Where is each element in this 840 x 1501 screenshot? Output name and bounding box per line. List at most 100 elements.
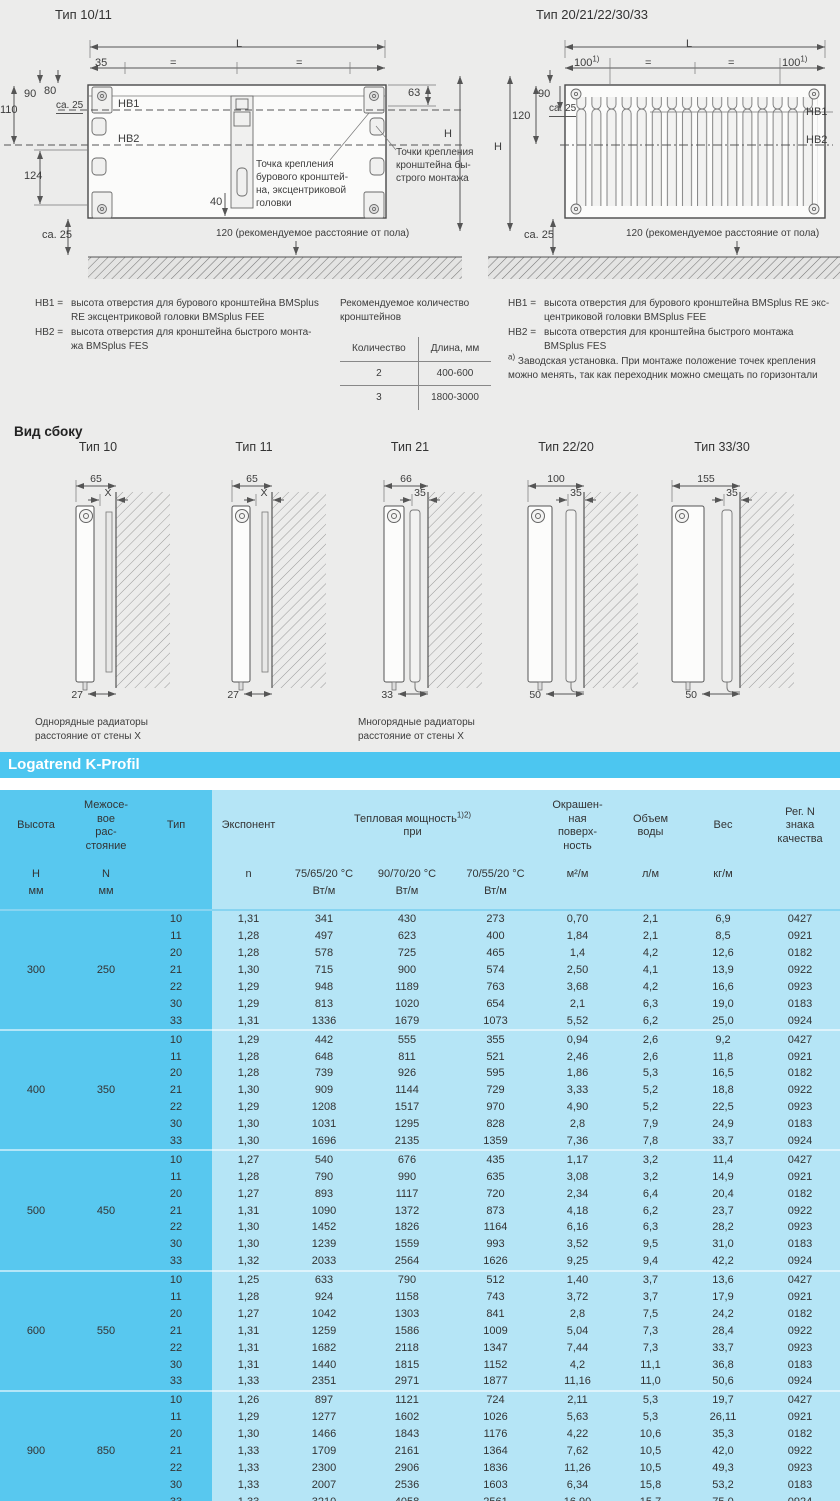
value-cell: 7,44	[540, 1339, 615, 1357]
value-cell: 893	[285, 1185, 363, 1203]
value-cell: 2135	[363, 1132, 451, 1151]
type-cell: 33	[140, 1373, 212, 1391]
value-cell: 512	[451, 1269, 540, 1289]
height-cell: 400	[0, 1029, 72, 1151]
sideview-dim-depth: 100	[547, 473, 565, 485]
value-cell: 578	[285, 944, 363, 962]
value-cell: 2,1	[615, 910, 686, 928]
value-cell: 1009	[451, 1322, 540, 1340]
value-cell: 743	[451, 1288, 540, 1306]
table-row: 33 1,31 1336 1679 1073 5,52 6,2 25,0 0924	[0, 1012, 840, 1031]
label-hb1-left: HB1	[118, 98, 140, 110]
value-cell: 0183	[760, 1235, 840, 1253]
col-header-surface: Окрашен- ная поверх- ность	[540, 790, 615, 862]
table-row: 30 1,33 2007 2536 1603 6,34 15,8 53,2 0183	[0, 1476, 840, 1494]
value-cell: 11,0	[615, 1373, 686, 1391]
spec-table-header: Высота Межосе- вое рас- стояние Тип Эксп…	[0, 790, 840, 911]
type-cell: 10	[140, 1149, 212, 1169]
value-cell: 0921	[760, 1048, 840, 1066]
legend-hb2-row: HB2 = высота отверстия для кронштейна бы…	[35, 326, 337, 353]
height-cell: 900	[0, 1389, 72, 1501]
value-cell: 828	[451, 1115, 540, 1133]
value-cell: 1,30	[212, 1425, 285, 1443]
value-cell: 1026	[451, 1408, 540, 1426]
unit-weight: кг/м	[686, 862, 760, 911]
value-cell: 7,3	[615, 1322, 686, 1340]
value-cell: 15,8	[615, 1476, 686, 1494]
value-cell: 8,5	[686, 927, 760, 945]
column-header-qty: Количество	[340, 337, 419, 362]
value-cell: 15,7	[615, 1493, 686, 1501]
value-cell: 0183	[760, 995, 840, 1013]
axis-distance-cell: 450	[72, 1149, 140, 1271]
dim-100-left: 1001)	[574, 54, 600, 69]
dim-ca25-top-left: ca. 25	[56, 99, 84, 114]
table-row: 11 1,28 497 623 400 1,84 2,1 8,5 0921	[0, 927, 840, 945]
value-cell: 1682	[285, 1339, 363, 1357]
dim-40: 40	[210, 196, 223, 208]
banner-title: Logatrend K-Profil	[8, 756, 140, 773]
sideview-dim-wall-gap: 35	[414, 487, 426, 499]
spec-table-body: 300 250 10 1,31 341 430 273 0,70 2,1 6,9 0427 11 1,2…	[0, 910, 840, 1501]
value-cell: 1,28	[212, 1288, 285, 1306]
value-cell: 1031	[285, 1115, 363, 1133]
value-cell: 0,70	[540, 910, 615, 928]
value-cell: 2906	[363, 1459, 451, 1477]
table-row: 22 1,29 1208 1517 970 4,90 5,2 22,5 0923	[0, 1098, 840, 1116]
unit-power-90: 90/70/20 °C Вт/м	[363, 862, 451, 911]
value-cell: 790	[363, 1269, 451, 1289]
value-cell: 0182	[760, 1065, 840, 1082]
dim-ca25-top-right: ca. 25	[549, 102, 577, 117]
sideview-art: 155 35 50	[671, 473, 794, 701]
value-cell: 1603	[451, 1476, 540, 1494]
table-row: 20 1,30 1466 1843 1176 4,22 10,6 35,3 0182	[0, 1425, 840, 1443]
value-cell: 654	[451, 995, 540, 1013]
value-cell: 1,30	[212, 961, 285, 979]
label-hb2-right: HB2	[806, 134, 828, 146]
sideview-art: 65 X 27	[71, 473, 170, 701]
type-cell: 33	[140, 1012, 212, 1031]
value-cell: 0183	[760, 1115, 840, 1133]
value-cell: 1815	[363, 1356, 451, 1374]
value-cell: 6,3	[615, 1219, 686, 1236]
value-cell: 555	[363, 1029, 451, 1049]
value-cell: 26,11	[686, 1408, 760, 1426]
note-drill-bracket: Точка крепления бурового кронштей- на, э…	[256, 159, 349, 209]
unit-surface: м²/м	[540, 862, 615, 911]
value-cell: 3,7	[615, 1269, 686, 1289]
sideview-dim-bottom: 27	[227, 689, 239, 701]
value-cell: 1466	[285, 1425, 363, 1443]
value-cell: 1,30	[212, 1115, 285, 1133]
value-cell: 355	[451, 1029, 540, 1049]
value-cell: 10,5	[615, 1442, 686, 1460]
height-cell: 300	[0, 910, 72, 1031]
value-cell: 0921	[760, 927, 840, 945]
value-cell: 1144	[363, 1081, 451, 1099]
value-cell: 739	[285, 1065, 363, 1082]
table-row: 30 1,30 1239 1559 993 3,52 9,5 31,0 0183	[0, 1235, 840, 1253]
value-cell: 909	[285, 1081, 363, 1099]
table-row: 33 1,32 2033 2564 1626 9,25 9,4 42,2 0924	[0, 1252, 840, 1271]
value-cell: 1679	[363, 1012, 451, 1031]
sideview-dim-wall-gap: 35	[570, 487, 582, 499]
table-row: 30 1,31 1440 1815 1152 4,2 11,1 36,8 0183	[0, 1356, 840, 1374]
value-cell: 3,68	[540, 978, 615, 996]
note-quick-bracket: Точки крепления кронштейна бы- строго мо…	[396, 147, 474, 184]
value-cell: 4,2	[615, 978, 686, 996]
value-cell: 3,08	[540, 1168, 615, 1186]
value-cell: 1452	[285, 1219, 363, 1236]
value-cell: 1,84	[540, 927, 615, 945]
table-row: 600 550 10 1,25 633 790 512 1,40 3,7 13,6 0427	[0, 1269, 840, 1391]
bracket-count-table: Количество Длина, мм 2 400-600 3 1800-30…	[340, 337, 492, 410]
type-cell: 11	[140, 1048, 212, 1066]
legend-text: высота отверстия для бурового кронштейна…	[544, 298, 830, 323]
axis-distance-cell: 550	[72, 1269, 140, 1391]
type-cell: 20	[140, 1305, 212, 1323]
value-cell: 2,1	[540, 995, 615, 1013]
table-row: 20 1,27 1042 1303 841 2,8 7,5 24,2 0182	[0, 1305, 840, 1323]
table-row: 20 1,28 739 926 595 1,86 5,3 16,5 0182	[0, 1065, 840, 1082]
value-cell: 35,3	[686, 1425, 760, 1443]
sideview-art: 66 35 33	[381, 473, 482, 701]
value-cell: 1,31	[212, 1202, 285, 1220]
unit-type-empty	[140, 862, 212, 911]
